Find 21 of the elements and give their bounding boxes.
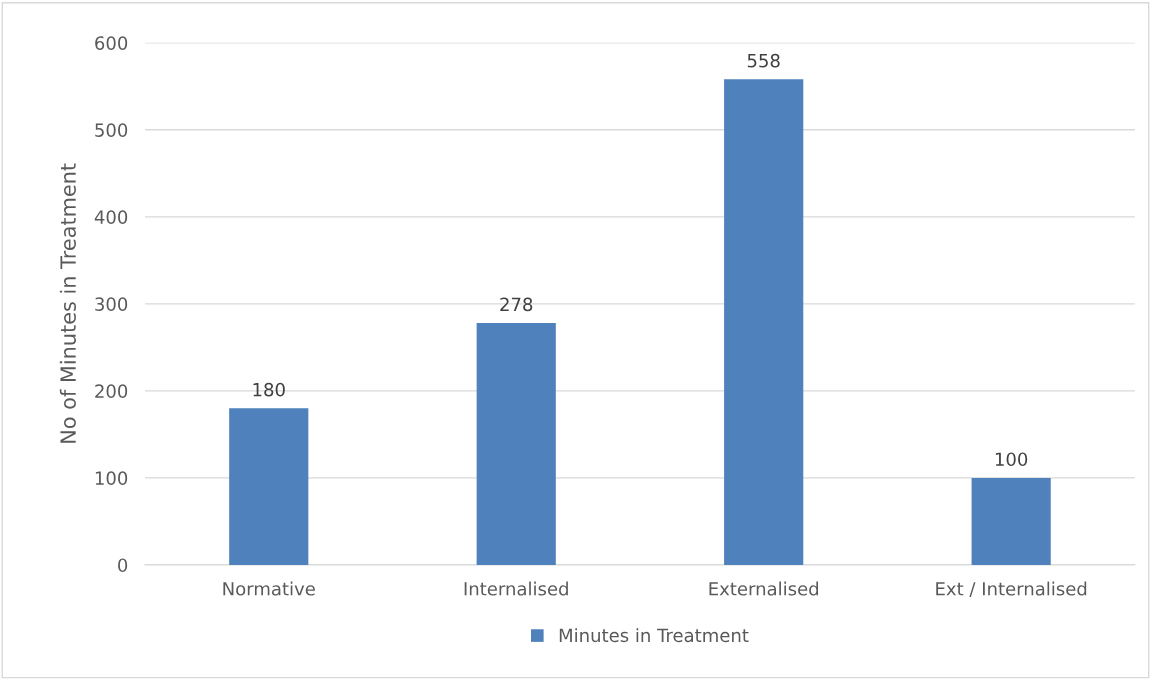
data-label: 180 — [253, 382, 285, 397]
y-tick-label: 0 — [118, 558, 128, 573]
bar — [476, 323, 556, 565]
x-tick-label: Internalised — [464, 581, 568, 596]
bar — [971, 477, 1051, 565]
y-tick-label: 400 — [94, 210, 128, 224]
bar — [229, 408, 309, 565]
x-tick-label: Normative — [223, 581, 315, 596]
y-tick-label: 500 — [95, 123, 128, 137]
y-tick-label: 100 — [95, 471, 128, 486]
legend-label: Minutes in Treatment — [559, 628, 749, 643]
x-tick-label: Externalised — [709, 581, 818, 596]
data-label: 100 — [995, 452, 1028, 467]
data-label: 558 — [747, 53, 780, 68]
y-axis-title: No of Minutes in Treatment — [59, 163, 76, 443]
y-tick-label: 300 — [95, 297, 128, 311]
bar — [724, 79, 804, 565]
y-tick-label: 600 — [95, 36, 128, 50]
data-label: 278 — [500, 297, 533, 312]
y-tick-label: 200 — [95, 384, 128, 398]
x-tick-label: Ext / Internalised — [936, 581, 1087, 597]
